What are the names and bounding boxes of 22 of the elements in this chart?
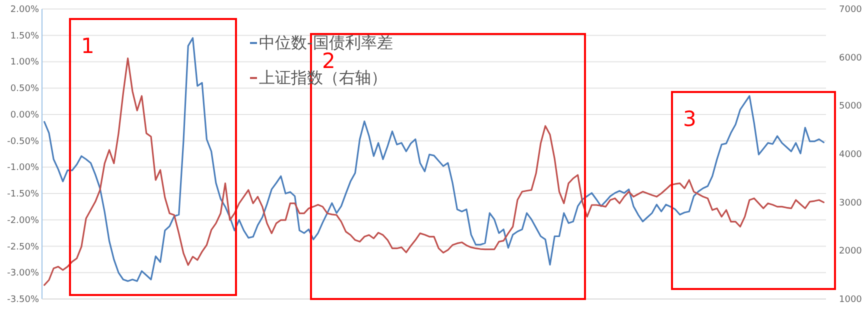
y2-tick-label: 4000 — [839, 150, 862, 160]
y-tick-label: 2.00% — [10, 5, 40, 15]
y-tick-label: -3.50% — [7, 295, 40, 305]
y-tick-label: 0.00% — [10, 110, 40, 120]
annotation: 2 — [322, 49, 336, 73]
y-tick-label: -2.00% — [7, 216, 40, 226]
y2-tick-label: 3000 — [839, 198, 862, 208]
annotation: 3 — [683, 107, 696, 131]
y-tick-label: -3.00% — [7, 268, 40, 279]
y2-tick-label: 6000 — [839, 53, 862, 64]
y2-tick-label: 7000 — [839, 5, 862, 15]
y2-tick-label: 1000 — [839, 295, 862, 305]
y-tick-label: -0.50% — [7, 136, 40, 147]
y-tick-label: -1.50% — [7, 190, 40, 200]
y-tick-label: 1.00% — [10, 58, 40, 68]
y2-tick-label: 5000 — [839, 102, 862, 112]
annotation: 1 — [81, 34, 94, 58]
y-tick-label: 0.50% — [10, 84, 40, 94]
y2-tick-label: 2000 — [839, 246, 862, 257]
y-tick-label: -2.50% — [7, 242, 40, 252]
y-tick-label: 1.50% — [10, 31, 40, 42]
y-tick-label: -1.00% — [7, 163, 40, 174]
